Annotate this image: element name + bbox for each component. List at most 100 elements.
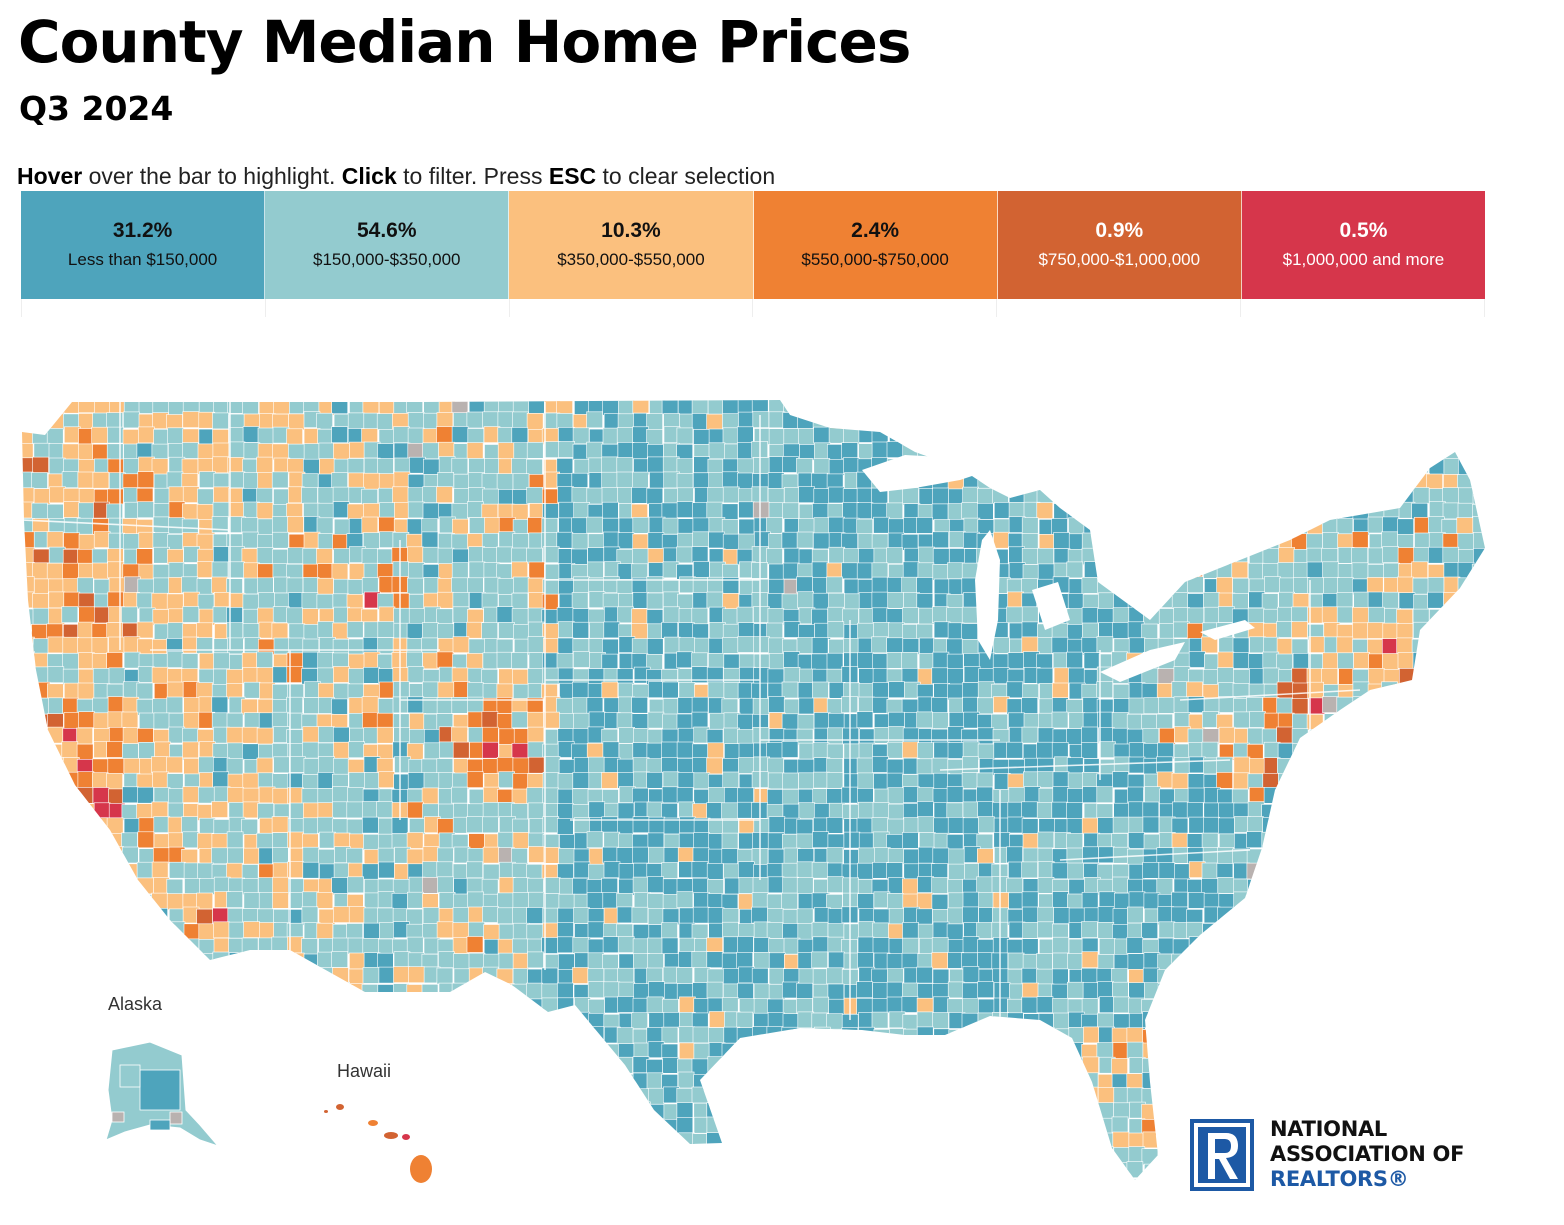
county-tile[interactable] [588, 1042, 606, 1060]
county-tile[interactable] [452, 772, 470, 790]
county-tile[interactable] [257, 803, 275, 820]
county-tile[interactable] [693, 429, 710, 446]
county-tile[interactable] [1217, 922, 1235, 940]
county-tile[interactable] [857, 533, 875, 550]
county-tile[interactable] [1158, 1042, 1175, 1060]
county-tile[interactable] [1142, 1042, 1160, 1060]
county-tile[interactable] [1459, 893, 1476, 911]
county-tile[interactable] [1218, 413, 1236, 430]
county-tile[interactable] [1473, 1057, 1490, 1075]
county-tile[interactable] [828, 998, 846, 1016]
county-tile[interactable] [886, 651, 904, 669]
county-tile[interactable] [888, 1074, 906, 1091]
county-tile[interactable] [1382, 893, 1400, 911]
county-tile[interactable] [378, 399, 396, 416]
county-tile[interactable] [1201, 1042, 1219, 1060]
county-tile[interactable] [211, 833, 229, 851]
county-tile[interactable] [273, 966, 291, 984]
county-tile[interactable] [1232, 1073, 1250, 1091]
county-tile[interactable] [332, 622, 349, 640]
county-tile[interactable] [1277, 562, 1295, 579]
county-tile[interactable] [1321, 981, 1338, 999]
county-tile[interactable] [18, 1088, 35, 1105]
county-tile[interactable] [1307, 907, 1325, 925]
county-tile[interactable] [1231, 399, 1249, 416]
county-tile[interactable] [1202, 982, 1219, 1000]
county-tile[interactable] [346, 621, 364, 638]
county-tile[interactable] [1457, 968, 1475, 986]
county-tile[interactable] [1157, 473, 1174, 490]
county-tile[interactable] [1188, 756, 1206, 774]
county-tile[interactable] [947, 907, 965, 925]
county-tile[interactable] [1413, 1071, 1431, 1089]
county-tile[interactable] [438, 1071, 456, 1089]
county-tile[interactable] [978, 428, 995, 445]
county-tile[interactable] [423, 1117, 441, 1135]
county-tile[interactable] [543, 877, 561, 894]
county-tile[interactable] [1472, 773, 1489, 791]
county-tile[interactable] [647, 548, 665, 565]
county-tile[interactable] [962, 1058, 980, 1076]
county-tile[interactable] [1291, 606, 1308, 624]
county-tile[interactable] [616, 1027, 634, 1045]
county-tile[interactable] [692, 847, 710, 865]
county-tile[interactable] [1068, 1086, 1086, 1104]
county-tile[interactable] [226, 607, 243, 624]
county-tile[interactable] [17, 399, 33, 416]
county-tile[interactable] [62, 1042, 79, 1060]
county-tile[interactable] [1157, 983, 1175, 1001]
county-tile[interactable] [152, 412, 169, 429]
county-tile[interactable] [1383, 562, 1400, 580]
county-tile[interactable] [107, 426, 124, 444]
county-tile[interactable] [1202, 711, 1219, 728]
county-tile[interactable] [1337, 922, 1355, 940]
county-tile[interactable] [377, 1087, 395, 1104]
county-tile[interactable] [1293, 487, 1311, 504]
county-tile[interactable] [1173, 1028, 1191, 1046]
county-tile[interactable] [1052, 771, 1070, 789]
county-tile[interactable] [1218, 696, 1236, 713]
county-tile[interactable] [737, 787, 754, 805]
county-tile[interactable] [842, 457, 860, 474]
county-tile[interactable] [586, 697, 604, 715]
county-tile[interactable] [152, 532, 170, 549]
county-tile[interactable] [632, 397, 650, 414]
county-tile[interactable] [1157, 441, 1174, 459]
county-tile[interactable] [857, 893, 875, 911]
county-tile[interactable] [1051, 742, 1069, 759]
county-tile[interactable] [557, 486, 574, 503]
county-tile[interactable] [227, 847, 244, 865]
county-tile[interactable] [1291, 728, 1309, 746]
county-tile[interactable] [271, 847, 289, 864]
county-tile[interactable] [1291, 773, 1309, 790]
county-tile[interactable] [827, 1131, 845, 1149]
county-tile[interactable] [154, 741, 171, 759]
county-tile[interactable] [497, 892, 515, 910]
county-tile[interactable] [318, 848, 335, 866]
county-tile[interactable] [1411, 1057, 1428, 1074]
county-tile[interactable] [437, 876, 454, 894]
county-tile[interactable] [1488, 442, 1504, 458]
county-tile[interactable] [1098, 532, 1115, 550]
county-tile[interactable] [1204, 397, 1221, 413]
county-tile[interactable] [617, 413, 635, 431]
county-tile[interactable] [721, 921, 739, 939]
county-tile[interactable] [317, 533, 335, 550]
county-tile[interactable] [1187, 607, 1204, 625]
county-tile[interactable] [106, 741, 123, 758]
county-tile[interactable] [62, 636, 80, 654]
county-tile[interactable] [108, 953, 126, 971]
county-tile[interactable] [572, 877, 589, 895]
county-tile[interactable] [77, 621, 94, 639]
county-tile[interactable] [738, 501, 755, 519]
county-tile[interactable] [1036, 996, 1054, 1014]
county-tile[interactable] [1382, 516, 1399, 534]
county-tile[interactable] [527, 951, 544, 969]
county-tile[interactable] [947, 1043, 965, 1061]
county-tile[interactable] [572, 772, 590, 789]
county-tile[interactable] [706, 981, 724, 999]
county-tile[interactable] [1443, 1011, 1461, 1029]
county-tile[interactable] [1263, 953, 1281, 971]
county-tile[interactable] [1458, 802, 1476, 819]
county-tile[interactable] [1487, 893, 1503, 909]
